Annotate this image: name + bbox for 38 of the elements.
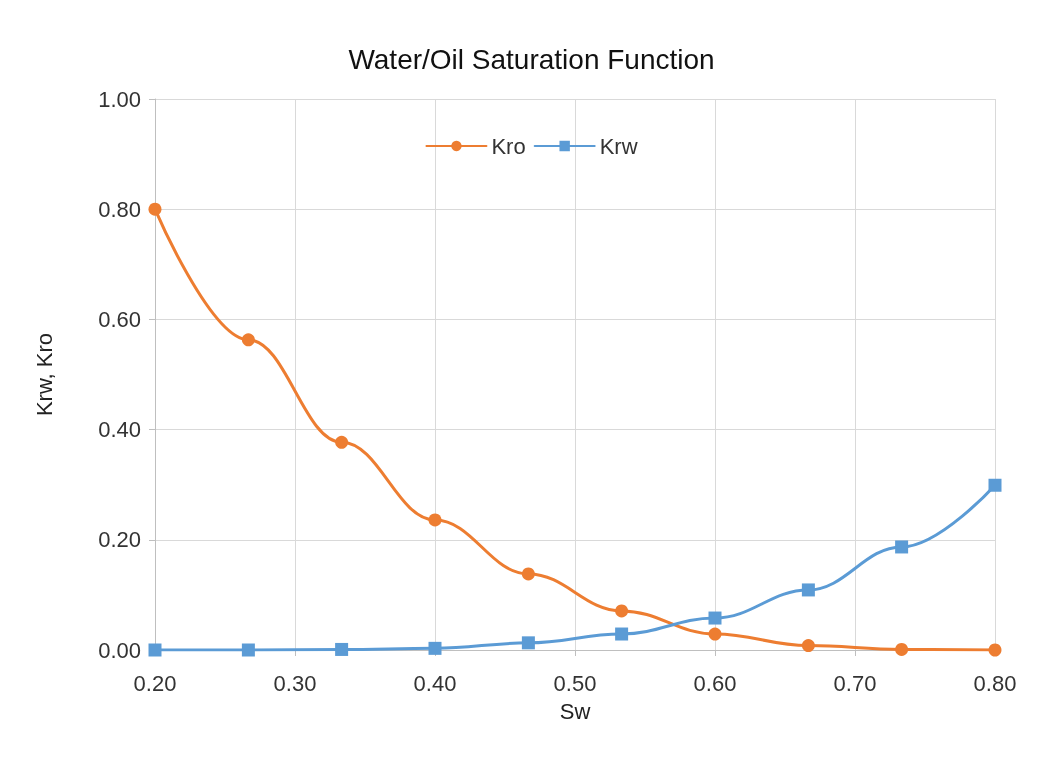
point bbox=[521, 636, 535, 650]
y-tick-label: 1.00 bbox=[98, 86, 141, 112]
x-tick-label: 0.70 bbox=[833, 670, 877, 696]
point bbox=[708, 611, 722, 625]
point bbox=[148, 643, 162, 657]
x-axis-title: Sw bbox=[559, 698, 591, 724]
point bbox=[521, 567, 535, 581]
point bbox=[148, 202, 162, 216]
point bbox=[895, 540, 909, 554]
chart-title: Water/Oil Saturation Function bbox=[348, 43, 715, 75]
point bbox=[335, 435, 349, 449]
point bbox=[428, 513, 442, 527]
y-tick-label: 0.00 bbox=[98, 637, 141, 663]
point bbox=[708, 627, 722, 641]
x-tick-label: 0.60 bbox=[693, 670, 737, 696]
point bbox=[428, 641, 442, 655]
point bbox=[988, 478, 1002, 492]
y-tick-label: 0.60 bbox=[98, 306, 141, 332]
point bbox=[801, 639, 815, 653]
y-tick-label: 0.20 bbox=[98, 527, 141, 553]
x-tick-label: 0.30 bbox=[273, 670, 317, 696]
x-tick-label: 0.80 bbox=[973, 670, 1017, 696]
point bbox=[988, 643, 1002, 657]
y-axis-title: Krw, Kro bbox=[31, 332, 57, 417]
x-tick-label: 0.20 bbox=[133, 670, 177, 696]
y-tick-label: 0.40 bbox=[98, 417, 141, 443]
point bbox=[615, 604, 629, 618]
x-tick-label: 0.40 bbox=[413, 670, 457, 696]
point bbox=[335, 642, 349, 656]
point bbox=[615, 627, 629, 641]
x-tick-label: 0.50 bbox=[553, 670, 597, 696]
point bbox=[241, 643, 255, 657]
legend-label: Krw bbox=[599, 133, 638, 159]
point bbox=[801, 583, 815, 597]
y-tick-label: 0.80 bbox=[98, 196, 141, 222]
legend-label: Kro bbox=[491, 133, 526, 159]
point bbox=[241, 333, 255, 347]
point bbox=[895, 642, 909, 656]
